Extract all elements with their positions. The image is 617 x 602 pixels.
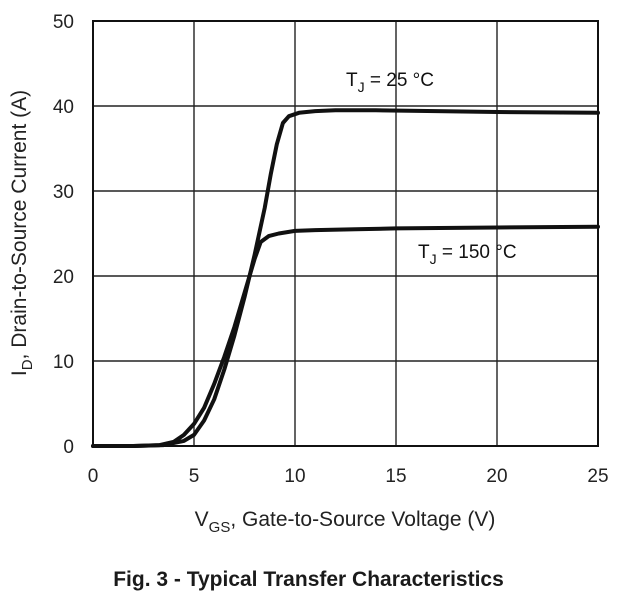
- transfer-characteristics-chart: 0 5 10 15 20 25 0 10 20 30 40 50 VGS, Gate-to-Sour…: [8, 12, 609, 536]
- series-label-25c-main: T: [346, 70, 358, 91]
- y-tick-label: 20: [53, 267, 74, 288]
- series-label-150c-main: T: [418, 242, 430, 263]
- y-tick-label: 10: [53, 352, 74, 373]
- x-tick-label: 15: [385, 466, 406, 487]
- x-axis-label-main: V: [195, 508, 209, 531]
- x-axis-label-rest: , Gate-to-Source Voltage (V): [230, 508, 495, 531]
- y-axis-label: ID, Drain-to-Source Current (A): [8, 90, 36, 376]
- x-tick-label: 5: [189, 466, 200, 487]
- series-label-25c-rest: = 25 °C: [365, 70, 434, 91]
- y-tick-label: 40: [53, 97, 74, 118]
- x-tick-label: 10: [284, 466, 305, 487]
- curves: [91, 108, 600, 448]
- y-tick-label: 30: [53, 182, 74, 203]
- series-line-25c: [91, 108, 600, 448]
- y-axis-label-sub: D: [19, 359, 36, 370]
- x-axis-label: VGS, Gate-to-Source Voltage (V): [195, 508, 496, 536]
- x-tick-label: 20: [486, 466, 507, 487]
- series-label-25c-sub: J: [358, 79, 365, 95]
- figure-caption: Fig. 3 - Typical Transfer Characteristic…: [113, 568, 504, 591]
- x-tick-label: 25: [587, 466, 608, 487]
- x-tick-labels: 0 5 10 15 20 25: [88, 466, 609, 487]
- plot-frame: [92, 20, 599, 447]
- x-tick-label: 0: [88, 466, 99, 487]
- y-tick-label: 0: [63, 437, 74, 458]
- grid-lines: [93, 21, 598, 446]
- y-axis-label-rest: , Drain-to-Source Current (A): [8, 90, 31, 360]
- series-label-150c-rest: = 150 °C: [437, 242, 517, 263]
- x-axis-label-sub: GS: [209, 519, 231, 536]
- series-label-150c-sub: J: [430, 251, 437, 267]
- y-tick-label: 50: [53, 12, 74, 33]
- y-axis-label-main: I: [8, 370, 31, 376]
- y-tick-labels: 0 10 20 30 40 50: [53, 12, 74, 458]
- series-label-150c: TJ = 150 °C: [418, 242, 517, 267]
- series-label-25c: TJ = 25 °C: [346, 70, 434, 95]
- series-line-150c: [91, 224, 600, 448]
